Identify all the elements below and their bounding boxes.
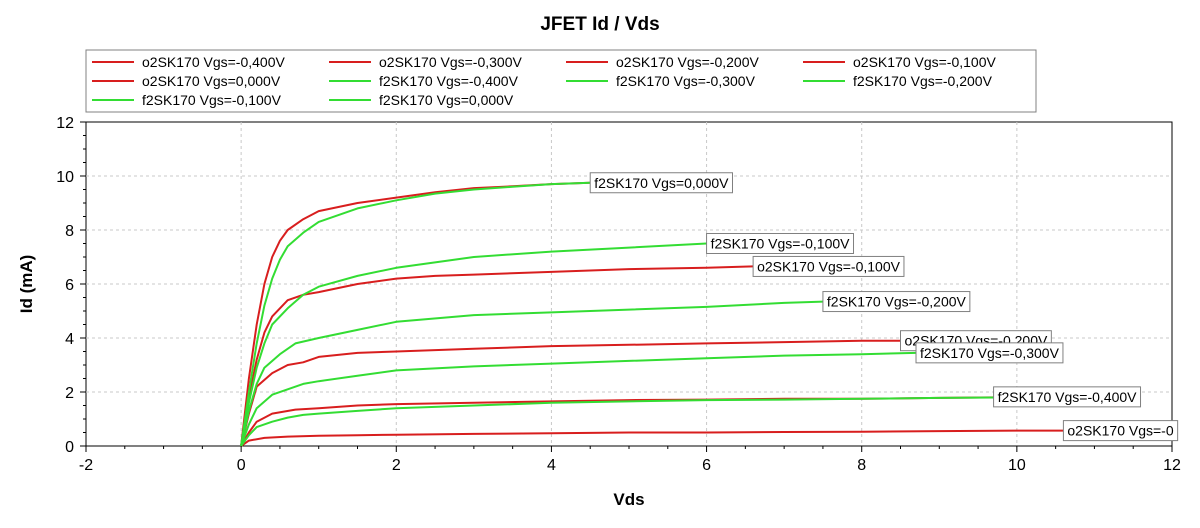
legend-item: o2SK170 Vgs=-0,200V bbox=[566, 54, 759, 70]
annotation-label: f2SK170 Vgs=-0,300V bbox=[915, 342, 1064, 364]
legend-label: o2SK170 Vgs=-0,200V bbox=[616, 54, 759, 70]
legend-item: f2SK170 Vgs=0,000V bbox=[329, 92, 514, 108]
y-tick-label: 2 bbox=[65, 385, 74, 402]
y-tick-label: 12 bbox=[56, 115, 74, 132]
legend-item: o2SK170 Vgs=0,000V bbox=[92, 73, 281, 89]
series-line-9 bbox=[240, 181, 591, 447]
legend-item: f2SK170 Vgs=-0,100V bbox=[92, 92, 282, 108]
x-tick-label: 8 bbox=[857, 457, 866, 474]
legend-label: f2SK170 Vgs=-0,100V bbox=[142, 92, 282, 108]
x-axis: -2 0 2 4 6 8 10 12 bbox=[79, 446, 1181, 474]
series-line-2 bbox=[240, 339, 901, 447]
x-tick-label: 4 bbox=[547, 457, 556, 474]
legend-item: f2SK170 Vgs=-0,400V bbox=[329, 73, 519, 89]
legend-label: f2SK170 Vgs=0,000V bbox=[379, 92, 514, 108]
annotation-text: f2SK170 Vgs=-0,100V bbox=[711, 236, 851, 252]
x-tick-label: 6 bbox=[702, 457, 711, 474]
x-tick-label: 10 bbox=[1008, 457, 1026, 474]
y-tick-label: 10 bbox=[56, 169, 74, 186]
x-axis-title: Vds bbox=[613, 490, 644, 509]
annotation-label: f2SK170 Vgs=0,000V bbox=[589, 172, 733, 194]
annotation-label: f2SK170 Vgs=-0,200V bbox=[822, 291, 971, 313]
annotation-box bbox=[993, 386, 1142, 408]
legend-item: o2SK170 Vgs=-0,100V bbox=[803, 54, 996, 70]
legend-item: o2SK170 Vgs=-0,300V bbox=[329, 54, 522, 70]
legend-item: f2SK170 Vgs=-0,200V bbox=[803, 73, 993, 89]
annotation-box bbox=[915, 342, 1064, 364]
annotation-label: o2SK170 Vgs=-0 bbox=[1062, 420, 1179, 442]
annotations: f2SK170 Vgs=0,000V f2SK170 Vgs=-0,100V o2S… bbox=[589, 172, 1179, 442]
series-lines bbox=[240, 181, 1072, 447]
y-tick-label: 6 bbox=[65, 277, 74, 294]
y-axis: 0 2 4 6 8 10 12 bbox=[56, 115, 86, 456]
legend-label: f2SK170 Vgs=-0,200V bbox=[853, 73, 993, 89]
annotation-label: o2SK170 Vgs=-0,100V bbox=[752, 255, 905, 277]
annotation-text: f2SK170 Vgs=-0,200V bbox=[827, 294, 967, 310]
annotation-text: f2SK170 Vgs=0,000V bbox=[594, 175, 729, 191]
annotation-text: f2SK170 Vgs=-0,400V bbox=[998, 389, 1138, 405]
series-line-5 bbox=[240, 395, 1056, 447]
legend-label: o2SK170 Vgs=-0,400V bbox=[142, 54, 285, 70]
series-line-0 bbox=[240, 429, 1072, 447]
legend-box bbox=[85, 49, 1037, 113]
series-line-3 bbox=[240, 265, 754, 447]
annotation-box bbox=[752, 255, 905, 277]
x-tick-label: 2 bbox=[392, 457, 401, 474]
annotation-label: f2SK170 Vgs=-0,400V bbox=[993, 386, 1142, 408]
annotation-text: f2SK170 Vgs=-0,300V bbox=[920, 345, 1060, 361]
legend-label: o2SK170 Vgs=0,000V bbox=[142, 73, 281, 89]
x-tick-label: -2 bbox=[79, 457, 93, 474]
annotation-box bbox=[589, 172, 733, 194]
annotation-box bbox=[1062, 420, 1179, 442]
series-line-8 bbox=[240, 242, 707, 447]
chart-title: JFET Id / Vds bbox=[540, 14, 659, 35]
y-axis-title: Id (mA) bbox=[17, 255, 36, 314]
x-tick-label: 12 bbox=[1163, 457, 1181, 474]
annotation-text: o2SK170 Vgs=-0,100V bbox=[757, 258, 900, 274]
legend-label: o2SK170 Vgs=-0,300V bbox=[379, 54, 522, 70]
series-line-7 bbox=[240, 300, 823, 447]
y-tick-label: 4 bbox=[65, 331, 74, 348]
legend-item: o2SK170 Vgs=-0,400V bbox=[92, 54, 285, 70]
legend: o2SK170 Vgs=-0,400V o2SK170 Vgs=-0,300V o2… bbox=[85, 49, 1037, 113]
legend-item: f2SK170 Vgs=-0,300V bbox=[566, 73, 756, 89]
y-tick-label: 0 bbox=[65, 439, 74, 456]
legend-label: f2SK170 Vgs=-0,400V bbox=[379, 73, 519, 89]
annotation-box bbox=[822, 291, 971, 313]
legend-label: f2SK170 Vgs=-0,300V bbox=[616, 73, 756, 89]
annotation-text: o2SK170 Vgs=-0 bbox=[1067, 423, 1173, 439]
y-tick-label: 8 bbox=[65, 223, 74, 240]
plot-area: f2SK170 Vgs=0,000V f2SK170 Vgs=-0,100V o2S… bbox=[56, 115, 1181, 474]
legend-label: o2SK170 Vgs=-0,100V bbox=[853, 54, 996, 70]
annotation-label: f2SK170 Vgs=-0,100V bbox=[706, 233, 855, 254]
series-line-6 bbox=[240, 351, 917, 447]
x-tick-label: 0 bbox=[237, 457, 246, 474]
annotation-box bbox=[706, 233, 855, 254]
